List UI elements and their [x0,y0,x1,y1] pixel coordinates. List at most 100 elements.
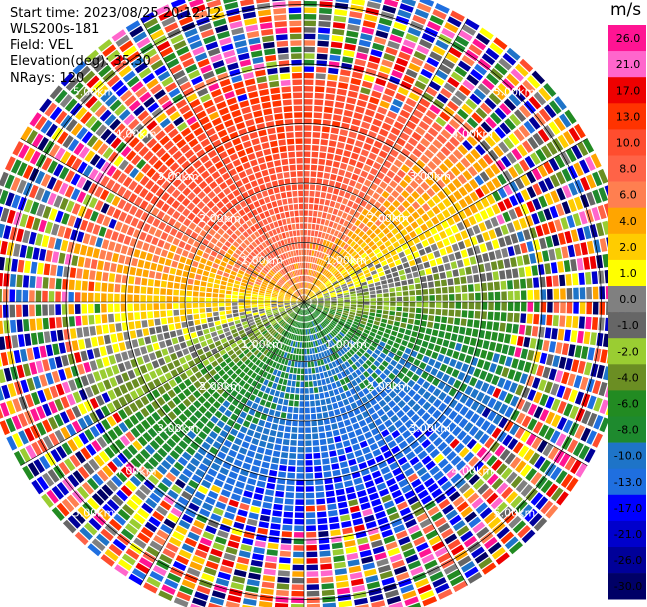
velocity-gate [372,545,385,555]
velocity-gate [274,376,280,383]
velocity-gate [219,306,225,311]
velocity-gate [434,3,450,14]
velocity-gate [42,304,48,316]
velocity-gate [484,97,497,110]
velocity-gate [392,271,399,278]
velocity-gate [432,75,445,86]
velocity-gate [19,244,27,258]
velocity-gate [269,429,277,437]
velocity-gate [134,471,146,482]
velocity-gate [318,304,324,306]
velocity-gate [431,122,443,132]
velocity-gate [209,596,225,606]
velocity-gate [421,255,429,263]
velocity-gate [266,373,272,380]
velocity-gate [213,373,221,381]
velocity-gate [521,302,527,312]
velocity-gate [366,367,374,375]
velocity-gate [388,372,396,380]
velocity-gate [512,268,519,278]
velocity-gate [48,357,57,370]
velocity-gate [394,495,405,505]
velocity-gate [407,356,415,364]
velocity-gate [281,312,287,317]
velocity-gate [267,542,279,550]
velocity-gate [480,349,488,359]
velocity-gate [236,273,243,279]
velocity-gate [264,302,271,305]
velocity-gate [437,381,446,390]
velocity-gate [395,316,401,322]
velocity-gate [178,549,192,560]
velocity-gate [88,517,102,531]
velocity-gate [223,327,230,333]
velocity-gate [82,194,92,206]
velocity-gate [160,280,167,288]
velocity-gate [374,433,383,442]
velocity-gate [280,371,286,378]
velocity-gate [292,295,298,299]
velocity-gate [306,512,316,518]
velocity-gate [573,375,583,389]
velocity-gate [369,309,376,313]
velocity-gate [461,310,468,318]
velocity-gate [533,91,547,106]
velocity-gate [210,250,218,257]
velocity-gate [0,223,5,238]
velocity-gate [375,156,385,165]
velocity-gate [432,9,447,20]
velocity-gate [376,482,387,491]
velocity-gate [292,313,297,319]
velocity-gate [273,417,280,424]
velocity-gate [567,439,579,454]
velocity-gate [463,535,478,548]
velocity-gate [357,238,364,246]
velocity-gate [62,478,75,492]
velocity-gate [289,311,294,316]
velocity-gate [342,271,348,276]
velocity-gate [106,402,116,414]
velocity-gate [120,294,127,302]
velocity-gate [297,315,300,321]
velocity-gate [98,226,107,237]
velocity-gate [331,463,340,470]
velocity-gate [317,296,324,299]
velocity-gate [590,332,597,346]
velocity-gate [539,276,546,288]
velocity-gate [174,375,183,384]
velocity-gate [593,239,601,253]
velocity-gate [322,310,328,314]
velocity-gate [311,285,316,291]
velocity-gate [211,348,218,355]
velocity-gate [284,393,290,399]
velocity-gate [291,427,298,433]
velocity-gate [392,368,400,376]
velocity-gate [553,117,566,132]
velocity-gate [535,475,548,490]
velocity-gate [321,344,326,351]
velocity-gate [413,536,426,547]
velocity-gate [355,256,362,263]
velocity-gate [168,323,175,331]
velocity-gate [324,299,331,301]
velocity-gate [232,298,238,302]
velocity-gate [292,296,298,299]
velocity-gate [277,299,284,301]
velocity-gate [305,289,307,295]
velocity-gate [172,560,187,572]
velocity-gate [336,196,343,203]
velocity-gate [365,137,375,145]
velocity-gate [551,414,562,428]
velocity-gate [337,350,343,357]
velocity-gate [303,303,304,309]
velocity-gate [308,249,312,256]
velocity-gate [329,355,334,362]
velocity-gate [299,302,304,308]
velocity-gate [160,523,173,535]
velocity-gate [368,315,375,320]
velocity-gate [174,445,184,455]
velocity-gate [415,368,423,376]
velocity-gate [393,174,402,184]
velocity-gate [219,523,231,533]
velocity-gate [349,84,360,92]
